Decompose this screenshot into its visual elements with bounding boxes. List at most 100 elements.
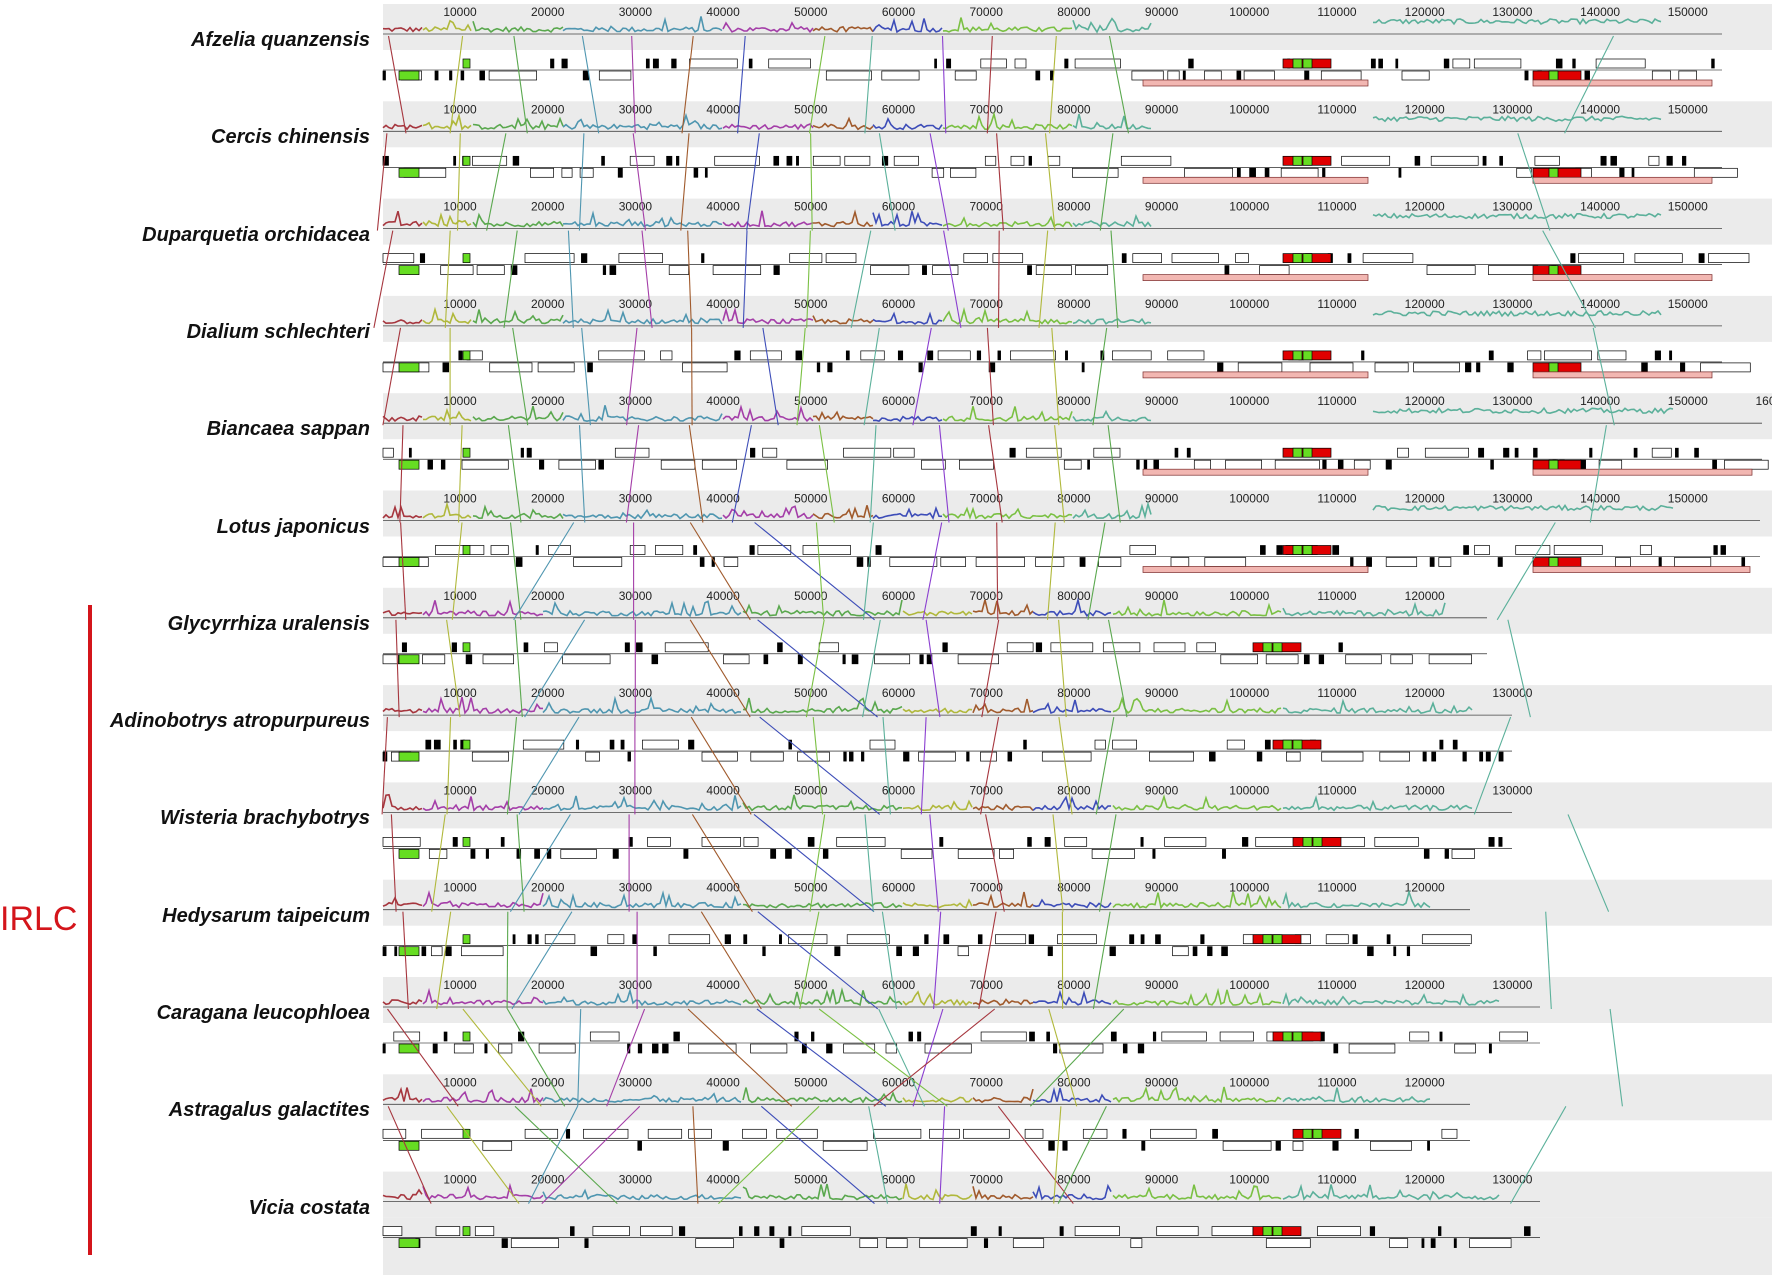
similarity-profile [742,697,903,715]
similarity-profile [382,707,423,714]
gene-box [544,934,576,945]
gene-box [980,58,1007,69]
gene-box [1422,751,1427,762]
similarity-profile [872,311,943,325]
gene-box [875,545,882,555]
gene-box [474,1226,495,1236]
inverted-repeat-a [1142,468,1369,476]
gene-box [802,545,851,555]
similarity-profile [382,504,423,521]
tick-label: 120000 [1405,492,1445,506]
gene-box [1249,167,1256,178]
lcb-connector [933,911,942,1010]
gene-box [1222,849,1226,859]
gene-box [701,253,705,263]
lcb-connector [762,327,779,426]
lcb-connector [869,425,877,523]
similarity-profile [382,1086,423,1104]
gene-box [479,70,485,81]
tick-label: 30000 [619,102,653,116]
lcb-connector [632,133,647,231]
gene-box [1182,70,1186,81]
inverted-repeat-b [1532,79,1713,87]
lcb-connector [387,35,407,134]
gene-box [1170,557,1190,567]
gene-box [1482,155,1487,166]
lcb-connector [922,522,943,620]
gene-box [776,1128,818,1139]
gene-box [1112,739,1137,750]
gene-box [688,739,695,750]
gene-box [510,265,518,275]
tick-label: 120000 [1405,686,1445,700]
gene-box [849,751,854,762]
tick-label: 70000 [970,1173,1004,1187]
similarity-profile [382,26,423,33]
gene-green [398,70,420,81]
lcb-connector [509,522,522,620]
tick-label: 50000 [794,200,828,214]
similarity-profile [542,1188,742,1201]
gene-box [1204,557,1247,567]
gene-green [398,265,420,275]
lcb-connector [390,814,397,912]
tick-label: 120000 [1405,5,1445,19]
gene-box [912,946,919,957]
tick-label: 20000 [531,783,565,797]
gene-box [500,837,505,847]
tick-label: 80000 [1057,978,1091,992]
lcb-connector [1092,911,1111,1010]
gene-box [1401,70,1430,81]
gene-box [527,934,532,945]
gene-box [1348,1043,1396,1054]
lcb-connector [541,1105,641,1204]
similarity-profile [1112,794,1282,812]
tick-label: 70000 [970,394,1004,408]
gene-box [488,70,537,81]
similarity-profile [1032,898,1112,909]
similarity-profile [902,799,973,812]
tick-label: 60000 [882,589,916,603]
tick-label: 10000 [443,5,477,19]
lcb-connector [1058,619,1067,718]
gene-box [1028,934,1035,945]
gene-box [664,642,709,653]
gene-box [688,1128,712,1139]
gene-box [683,849,689,859]
gene-box [754,1226,760,1236]
gene-box [1474,545,1490,555]
gene-box [1079,557,1086,567]
similarity-profile [1372,309,1662,318]
gene-green [398,362,420,373]
tick-label: 110000 [1317,492,1356,506]
gene-box [1259,265,1290,275]
gene-box [431,946,443,957]
tick-label: 120000 [1405,394,1445,408]
tick-label: 10000 [443,102,477,116]
tick-label: 60000 [882,1173,916,1187]
gene-box [861,751,865,762]
lcb-connector [756,1008,887,1107]
tick-label: 80000 [1057,783,1091,797]
tick-label: 80000 [1057,492,1091,506]
lcb-connector [511,911,573,1010]
tick-label: 90000 [1145,297,1179,311]
gene-box [1393,946,1397,957]
gene-box [1350,557,1354,567]
tick-label: 120000 [1405,978,1445,992]
gene-box [1469,1238,1512,1248]
similarity-profile [382,123,423,131]
lcb-connector [1473,716,1512,815]
tick-label: 20000 [531,1173,565,1187]
tick-label: 50000 [794,394,828,408]
tick-label: 150000 [1668,200,1708,214]
gene-box [1338,642,1343,653]
lcb-connector [512,327,529,426]
tick-label: 10000 [443,783,477,797]
gene-box [582,70,590,81]
track-12: 10000 20000 30000 40000 50000 60000 70000 80000… [382,1171,1772,1275]
lcb-connector [818,1008,948,1107]
gene-box [637,1140,642,1151]
tick-label: 10000 [443,686,477,700]
gene-box [1035,70,1041,81]
